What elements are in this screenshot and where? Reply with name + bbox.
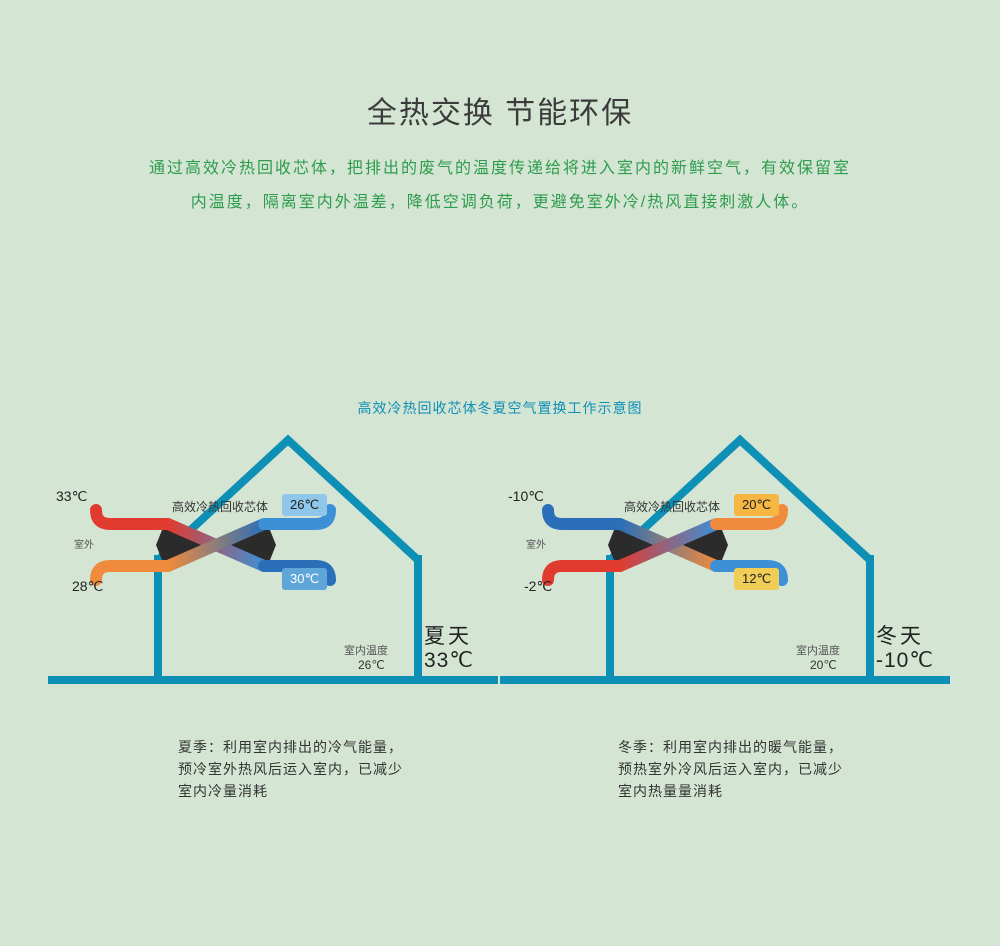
houses-row: 高效冷热回收芯体 室外 33℃ 28℃ 26℃ 30℃ 室内温度 26℃ 夏天 … bbox=[0, 430, 1000, 730]
indoor-label: 室内温度 bbox=[796, 642, 840, 658]
winter-outlet-top-badge: 20℃ bbox=[734, 494, 779, 516]
summer-indoor-temp: 26℃ bbox=[358, 658, 385, 672]
core-label: 高效冷热回收芯体 bbox=[172, 498, 268, 515]
winter-inlet-bot-temp: -2℃ bbox=[524, 578, 552, 595]
diagram-title: 高效冷热回收芯体冬夏空气置换工作示意图 bbox=[0, 398, 1000, 418]
winter-season: 冬天 bbox=[876, 620, 924, 650]
outside-label: 室外 bbox=[74, 536, 94, 551]
infographic-canvas: 全热交换 节能环保 通过高效冷热回收芯体，把排出的废气的温度传递给将进入室内的新… bbox=[0, 0, 1000, 946]
summer-house: 高效冷热回收芯体 室外 33℃ 28℃ 26℃ 30℃ 室内温度 26℃ 夏天 … bbox=[48, 430, 498, 695]
winter-caption: 冬季：利用室内排出的暖气能量，预热室外冷风后运入室内，已减少室内热量量消耗 bbox=[618, 736, 898, 802]
winter-outlet-bot-badge: 12℃ bbox=[734, 568, 779, 590]
winter-house: 高效冷热回收芯体 室外 -10℃ -2℃ 20℃ 12℃ 室内温度 20℃ 冬天… bbox=[500, 430, 950, 695]
winter-inlet-top-temp: -10℃ bbox=[508, 488, 544, 505]
core-label: 高效冷热回收芯体 bbox=[624, 498, 720, 515]
summer-outlet-bot-badge: 30℃ bbox=[282, 568, 327, 590]
outside-label: 室外 bbox=[526, 536, 546, 551]
subtitle: 通过高效冷热回收芯体，把排出的废气的温度传递给将进入室内的新鲜空气，有效保留室 … bbox=[0, 152, 1000, 220]
main-title: 全热交换 节能环保 bbox=[0, 88, 1000, 132]
winter-indoor-temp: 20℃ bbox=[810, 658, 837, 672]
summer-outdoor-temp: 33℃ bbox=[424, 648, 474, 673]
winter-outdoor-temp: -10℃ bbox=[876, 648, 934, 673]
indoor-label: 室内温度 bbox=[344, 642, 388, 658]
subtitle-line1: 通过高效冷热回收芯体，把排出的废气的温度传递给将进入室内的新鲜空气，有效保留室 bbox=[149, 160, 851, 177]
subtitle-line2: 内温度，隔离室内外温差，降低空调负荷，更避免室外冷/热风直接刺激人体。 bbox=[191, 194, 809, 211]
summer-outlet-top-badge: 26℃ bbox=[282, 494, 327, 516]
summer-season: 夏天 bbox=[424, 620, 472, 650]
summer-inlet-bot-temp: 28℃ bbox=[72, 578, 103, 595]
summer-caption: 夏季：利用室内排出的冷气能量，预冷室外热风后运入室内，已减少室内冷量消耗 bbox=[178, 736, 458, 802]
summer-inlet-top-temp: 33℃ bbox=[56, 488, 87, 505]
